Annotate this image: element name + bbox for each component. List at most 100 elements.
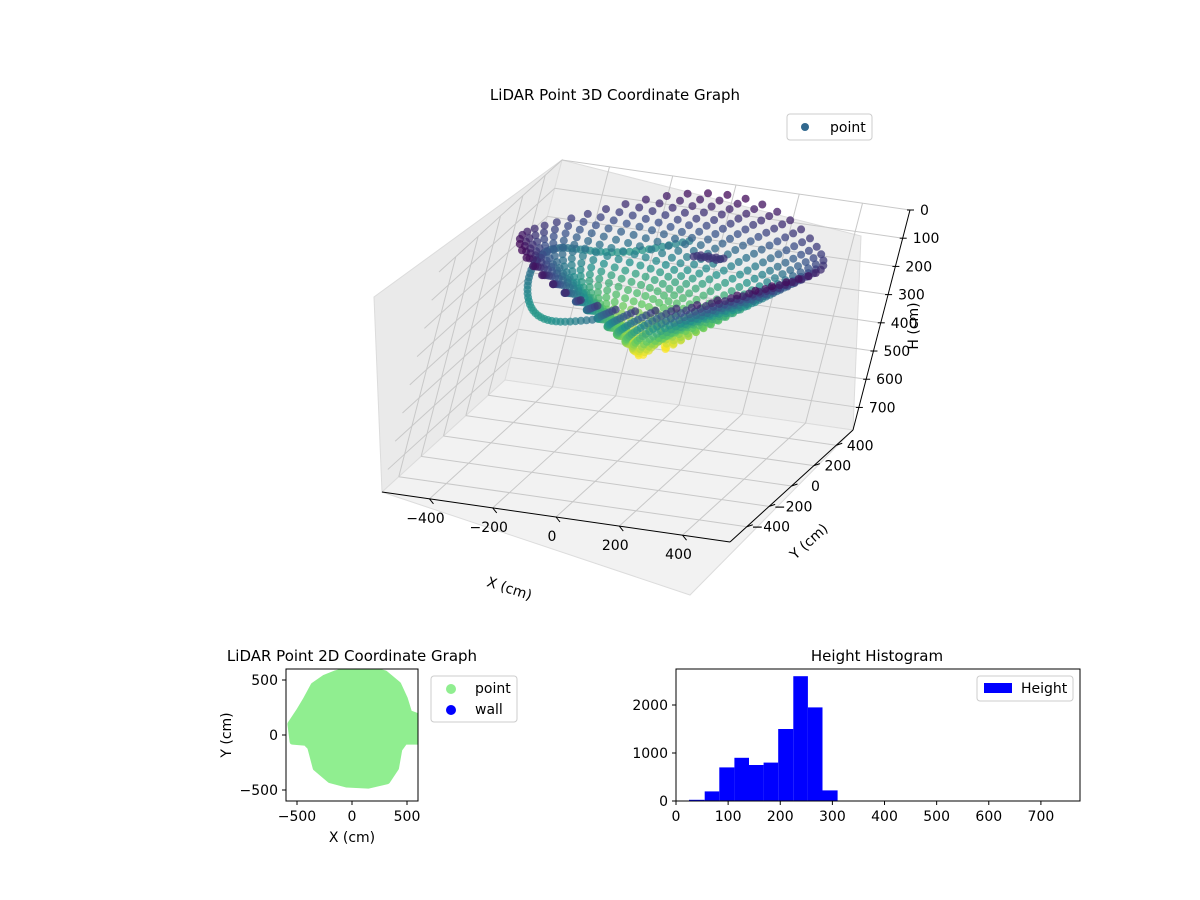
point-cloud-dot [734,258,743,266]
point-cloud-dot [742,209,751,218]
point-cloud-dot [721,297,730,306]
point-cloud-dot [602,205,610,214]
grid-line-y-side [487,175,546,396]
point-cloud-dot [538,271,546,280]
legend-label-point: point [475,681,511,697]
z-tick-label-3d: 700 [869,400,896,416]
point-cloud-dot [612,235,620,244]
point-cloud-dot [733,291,742,300]
point-cloud-dot [761,285,770,293]
grid-line-z-side [402,300,526,414]
point-cloud-dot [774,250,783,259]
grid-line-z-side [438,159,563,273]
point-cloud-dot [676,196,684,205]
y-tick [746,524,753,528]
height-histogram: Height Histogram 0 100 200 300 400 500 600 7000… [632,647,1081,825]
legend-point-marker [446,684,456,694]
point-cloud-dot [648,207,657,216]
point-cloud-dot [762,228,771,237]
z-tick-label-3d: 200 [905,259,932,275]
point-cloud-dot [817,250,826,259]
x-tick-label-2d: 0 [348,809,357,825]
point-region-2d [287,669,418,789]
point-cloud-3d [515,189,828,360]
x-axis-label-2d: X (cm) [329,830,375,846]
point-cloud-dot [576,265,585,274]
x-tick-label-3d: 0 [548,529,557,545]
point-cloud-dot [641,292,650,300]
point-cloud-dot [733,199,742,208]
point-cloud-dot [549,245,558,254]
point-cloud-dot [587,263,596,272]
grid-line-y-floor [421,455,770,507]
x-tick-label-hist: 700 [1028,809,1055,825]
point-cloud-dot [671,234,679,243]
point-cloud-dot [707,202,716,211]
point-cloud-dot [628,211,637,220]
point-cloud-dot [625,258,634,267]
point-cloud-dot [617,274,626,283]
point-cloud-dot [564,222,573,230]
floor-pane [381,379,855,596]
point-cloud-dot [704,189,712,198]
point-cloud-dot [624,239,633,247]
point-cloud-dot [646,264,655,273]
wall-arc-dot [582,316,591,325]
y-tick-label-3d: 200 [824,459,851,475]
axes-2d: −500 0 500 −500 0 500 [240,673,421,825]
grid-line-z-side [394,328,519,442]
point-cloud-dot [733,230,742,239]
point-cloud-dot [578,252,587,260]
point-cloud-dot [659,303,668,312]
point-cloud-dot [635,242,644,251]
point-cloud-dot [559,256,568,265]
point-cloud-dot [549,239,558,248]
y-tick-label-2d: 500 [251,673,278,689]
y-tick-label-hist: 2000 [632,698,668,714]
x-tick [429,498,434,505]
point-cloud-dot [671,278,680,287]
point-cloud-dot [743,266,752,275]
point-cloud-dot [713,296,722,305]
histogram-bar [689,799,705,801]
point-cloud-dot [612,290,621,299]
point-cloud-dot [696,195,705,204]
point-cloud-dot [592,248,601,257]
point-cloud-dot [652,256,661,265]
point-cloud-dot [515,240,524,248]
point-cloud-dot [584,237,593,245]
point-cloud-dot [751,262,760,271]
y-tick-label-3d: −200 [774,499,812,515]
point-cloud-dot [621,294,630,303]
point-cloud-dot [568,247,577,256]
point-cloud-dot [629,230,638,239]
y-tick [791,483,798,487]
histogram-bar [719,767,735,801]
point-cloud-dot [656,268,665,277]
point-cloud-dot [674,246,683,255]
point-cloud-dot [695,227,704,236]
y-tick-label-hist: 0 [659,794,668,810]
histogram-bars [676,676,838,801]
point-cloud-dot [692,214,701,223]
point-cloud-dot [658,279,667,288]
point-cloud-dot [723,190,732,199]
point-cloud-dot [782,246,791,255]
point-cloud-dot [759,258,767,267]
point-cloud-dot [804,246,813,255]
point-cloud-dot [685,289,694,298]
grid-line-y-floor [443,435,792,487]
point-cloud-dot [712,271,721,279]
point-cloud-dot [637,300,646,309]
point-cloud-dot [750,249,758,258]
point-cloud-dot [575,225,584,234]
point-cloud-dot [667,253,676,262]
wall-arc-dot [658,242,667,251]
point-cloud-dot [731,246,740,254]
point-cloud-dot [702,264,711,273]
point-cloud-dot [758,270,767,279]
y-tick [768,503,776,507]
point-cloud-dot [718,239,727,248]
x-tick-label-hist: 0 [672,809,681,825]
